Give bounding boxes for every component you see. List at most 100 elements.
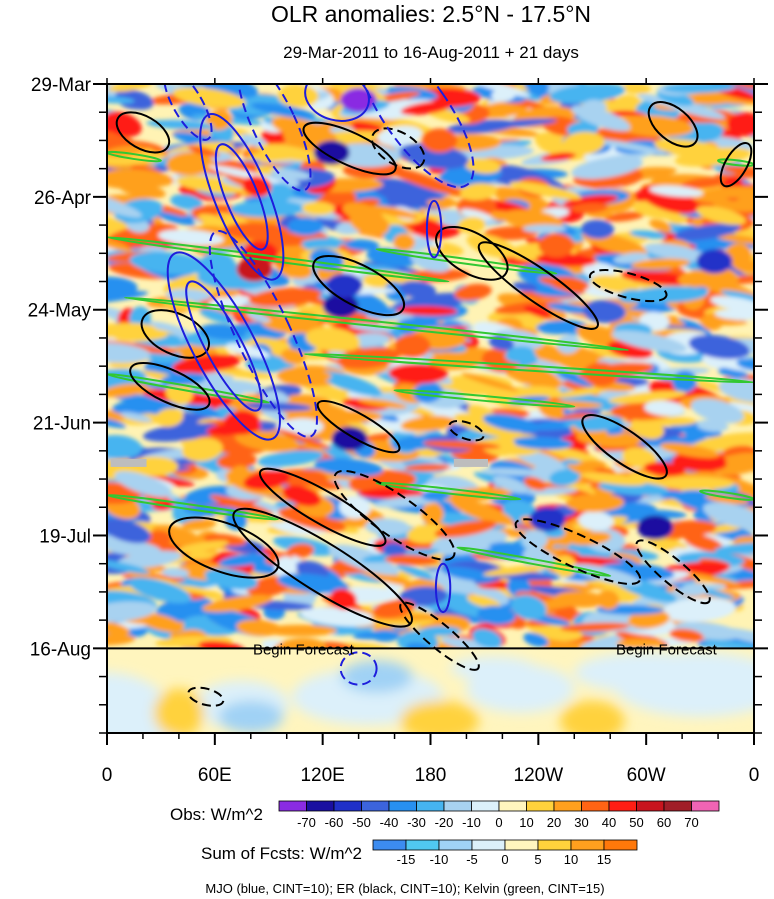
obs-colorbar-box xyxy=(306,800,335,812)
obs-blob xyxy=(386,192,419,210)
obs-blob xyxy=(396,564,438,581)
obs-blob xyxy=(512,281,538,292)
fcst-colorbar: Sum of Fcsts: W/m^2 -15 -10 -5 0 5 10 15 xyxy=(201,839,638,867)
x-tick-label: 60W xyxy=(627,765,666,786)
obs-blob xyxy=(365,518,410,536)
obs-blob xyxy=(287,217,324,236)
obs-blob xyxy=(107,235,133,252)
obs-blob xyxy=(107,342,151,363)
obs-blob xyxy=(282,485,322,507)
obs-blob xyxy=(107,619,131,635)
missing-data-bars xyxy=(110,458,489,467)
obs-blob xyxy=(582,300,626,324)
er-contour xyxy=(140,309,210,359)
obs-blob xyxy=(629,230,667,239)
obs-blob xyxy=(166,288,212,302)
forecast-start-line: Begin Forecast Begin Forecast xyxy=(107,641,754,658)
obs-blob xyxy=(270,168,311,180)
obs-blob xyxy=(438,374,513,396)
obs-blob xyxy=(509,181,582,200)
obs-blob xyxy=(523,632,549,647)
obs-blob xyxy=(128,577,192,604)
obs-blob xyxy=(336,347,401,369)
obs-blob xyxy=(505,346,536,364)
obs-blob xyxy=(467,594,501,609)
obs-blob xyxy=(243,469,291,490)
obs-blob xyxy=(630,417,665,440)
footer-caption: MJO (blue, CINT=10); ER (black, CINT=10)… xyxy=(205,881,604,896)
obs-blob xyxy=(181,437,223,462)
obs-blob xyxy=(450,497,514,526)
obs-colorbar-box xyxy=(498,800,527,812)
obs-blob xyxy=(108,84,153,92)
obs-strong-anomaly xyxy=(313,140,350,165)
obs-blob xyxy=(320,410,383,423)
obs-blob xyxy=(342,202,384,223)
mjo-contour xyxy=(434,562,452,614)
er-contour xyxy=(187,686,225,707)
missing-data-bar xyxy=(453,458,489,467)
obs-blob xyxy=(430,569,478,594)
obs-blob xyxy=(477,605,516,625)
obs-colorbar-box xyxy=(636,800,665,812)
mjo-contour xyxy=(339,651,378,686)
obs-blob xyxy=(314,458,384,477)
obs-colorbar-level: -60 xyxy=(325,815,344,830)
obs-blob xyxy=(114,471,173,498)
obs-blob xyxy=(571,156,643,180)
obs-blob xyxy=(620,271,698,286)
fcst-colorbar-box xyxy=(471,839,506,851)
obs-strong-anomaly xyxy=(727,112,754,137)
obs-blob xyxy=(549,469,580,486)
obs-blob xyxy=(248,287,322,308)
obs-blob xyxy=(616,638,664,649)
obs-blob xyxy=(453,413,522,438)
obs-blob xyxy=(187,145,220,158)
forecast-blob xyxy=(574,652,719,693)
obs-strong-anomaly xyxy=(394,333,431,359)
obs-strong-anomaly xyxy=(326,273,363,298)
obs-blob xyxy=(681,176,730,189)
obs-blob xyxy=(202,594,273,612)
fcst-colorbar-level: 0 xyxy=(501,852,508,867)
y-tick-label: 26-Apr xyxy=(34,188,92,209)
obs-blob xyxy=(523,305,553,318)
obs-blob xyxy=(358,487,425,499)
obs-blob xyxy=(439,592,491,618)
obs-strong-anomaly xyxy=(637,515,674,540)
obs-blob xyxy=(510,594,547,621)
er-contour xyxy=(514,518,642,585)
obs-blob xyxy=(246,311,271,323)
fcst-colorbar-box xyxy=(603,839,638,851)
er-contour xyxy=(232,507,413,628)
er-contour xyxy=(448,419,485,442)
obs-blob xyxy=(459,183,498,201)
obs-blob xyxy=(107,559,150,574)
obs-colorbar: Obs: W/m^2 -70 -60 -50 -40 -30 -20 -10 0 10 20 30 4… xyxy=(170,800,720,830)
obs-blob xyxy=(236,619,282,637)
kelvin-contour xyxy=(123,296,630,352)
obs-blob xyxy=(400,415,455,432)
er-contour xyxy=(370,127,426,170)
forecast-blobs xyxy=(107,652,754,733)
obs-blob xyxy=(713,197,754,212)
obs-colorbar-box xyxy=(443,800,472,812)
obs-blob xyxy=(199,308,234,324)
kelvin-contour xyxy=(303,352,754,384)
obs-blob xyxy=(181,518,217,531)
obs-blob xyxy=(454,283,492,301)
obs-colorbar-level: 0 xyxy=(495,815,502,830)
obs-blob xyxy=(107,633,136,646)
x-tick-label: 120W xyxy=(514,765,564,786)
obs-blob xyxy=(702,186,754,199)
obs-blob xyxy=(590,275,640,294)
obs-blob xyxy=(120,412,152,423)
obs-blob xyxy=(107,518,151,544)
obs-blob xyxy=(701,312,724,331)
obs-blob xyxy=(145,530,172,548)
obs-blob xyxy=(662,84,736,94)
obs-blob xyxy=(556,334,580,354)
kelvin-contour xyxy=(393,389,576,408)
obs-colorbar-level: 30 xyxy=(574,815,588,830)
obs-blob xyxy=(611,330,687,353)
